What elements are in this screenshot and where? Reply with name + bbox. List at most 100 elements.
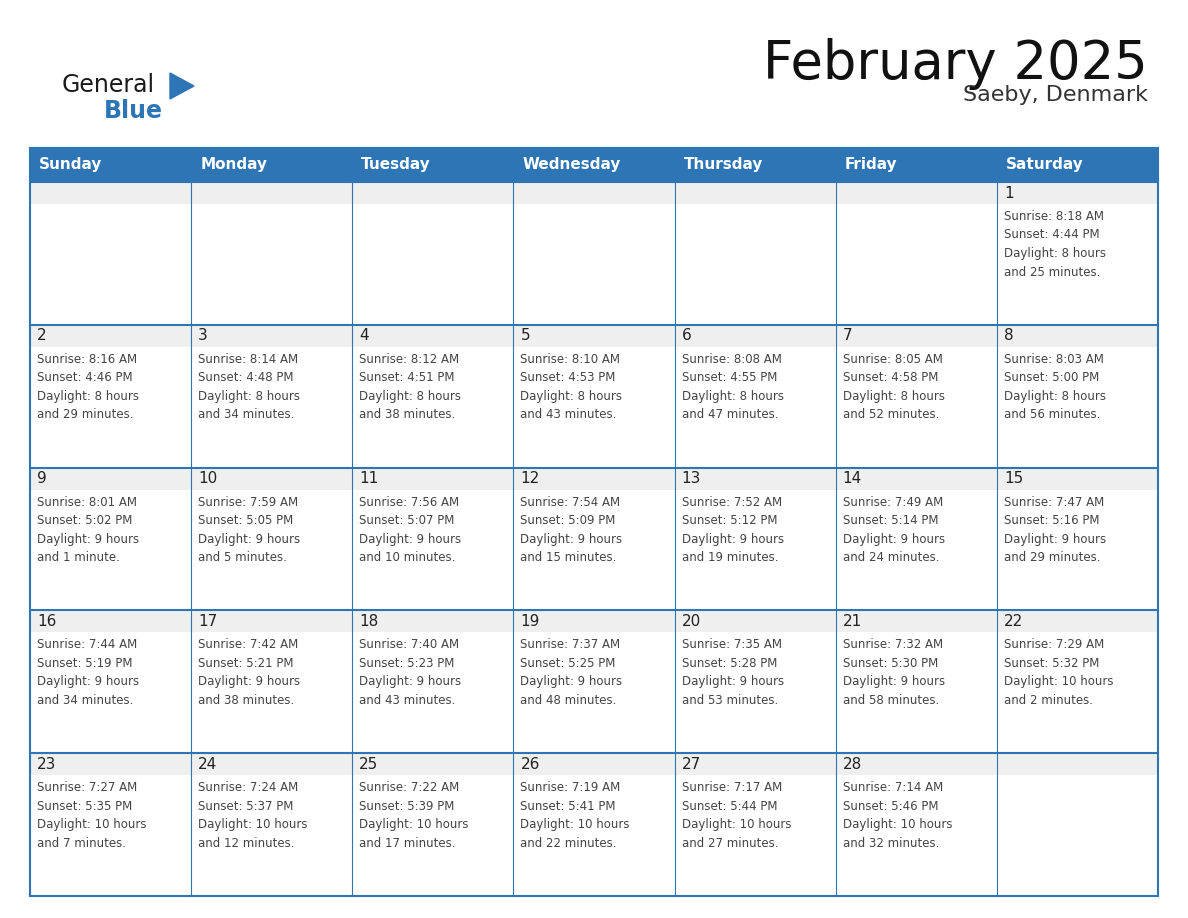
Text: Saturday: Saturday: [1006, 158, 1083, 173]
Bar: [353, 467, 513, 489]
Bar: [835, 633, 997, 753]
Text: Sunrise: 7:47 AM
Sunset: 5:16 PM
Daylight: 9 hours
and 29 minutes.: Sunrise: 7:47 AM Sunset: 5:16 PM Dayligh…: [1004, 496, 1106, 564]
Bar: [191, 182, 353, 204]
Text: 27: 27: [682, 756, 701, 772]
Text: 22: 22: [1004, 614, 1023, 629]
Bar: [835, 610, 997, 633]
Text: 14: 14: [842, 471, 862, 487]
Text: Tuesday: Tuesday: [361, 158, 431, 173]
Bar: [513, 467, 675, 489]
Text: Monday: Monday: [200, 158, 267, 173]
Bar: [997, 633, 1158, 753]
Text: 8: 8: [1004, 329, 1013, 343]
Text: Sunrise: 7:29 AM
Sunset: 5:32 PM
Daylight: 10 hours
and 2 minutes.: Sunrise: 7:29 AM Sunset: 5:32 PM Dayligh…: [1004, 638, 1113, 707]
Text: Sunrise: 8:16 AM
Sunset: 4:46 PM
Daylight: 8 hours
and 29 minutes.: Sunrise: 8:16 AM Sunset: 4:46 PM Dayligh…: [37, 353, 139, 421]
Text: 26: 26: [520, 756, 539, 772]
Bar: [30, 633, 191, 753]
Text: Sunday: Sunday: [39, 158, 102, 173]
Bar: [353, 633, 513, 753]
Bar: [675, 610, 835, 633]
Text: Sunrise: 7:35 AM
Sunset: 5:28 PM
Daylight: 9 hours
and 53 minutes.: Sunrise: 7:35 AM Sunset: 5:28 PM Dayligh…: [682, 638, 784, 707]
Text: 25: 25: [359, 756, 379, 772]
Text: Sunrise: 8:18 AM
Sunset: 4:44 PM
Daylight: 8 hours
and 25 minutes.: Sunrise: 8:18 AM Sunset: 4:44 PM Dayligh…: [1004, 210, 1106, 278]
Text: Sunrise: 7:49 AM
Sunset: 5:14 PM
Daylight: 9 hours
and 24 minutes.: Sunrise: 7:49 AM Sunset: 5:14 PM Dayligh…: [842, 496, 944, 564]
Bar: [30, 347, 191, 467]
Bar: [353, 325, 513, 347]
Bar: [675, 325, 835, 347]
Text: February 2025: February 2025: [763, 38, 1148, 90]
Text: Sunrise: 8:03 AM
Sunset: 5:00 PM
Daylight: 8 hours
and 56 minutes.: Sunrise: 8:03 AM Sunset: 5:00 PM Dayligh…: [1004, 353, 1106, 421]
Text: 9: 9: [37, 471, 46, 487]
Text: Sunrise: 8:05 AM
Sunset: 4:58 PM
Daylight: 8 hours
and 52 minutes.: Sunrise: 8:05 AM Sunset: 4:58 PM Dayligh…: [842, 353, 944, 421]
Bar: [191, 753, 353, 775]
Bar: [30, 325, 191, 347]
Text: Blue: Blue: [105, 99, 163, 123]
Bar: [675, 204, 835, 325]
Bar: [30, 204, 191, 325]
Bar: [835, 489, 997, 610]
Text: 6: 6: [682, 329, 691, 343]
Text: Sunrise: 7:56 AM
Sunset: 5:07 PM
Daylight: 9 hours
and 10 minutes.: Sunrise: 7:56 AM Sunset: 5:07 PM Dayligh…: [359, 496, 461, 564]
Bar: [835, 775, 997, 896]
Bar: [835, 347, 997, 467]
Text: 7: 7: [842, 329, 852, 343]
Bar: [30, 775, 191, 896]
Text: Sunrise: 7:42 AM
Sunset: 5:21 PM
Daylight: 9 hours
and 38 minutes.: Sunrise: 7:42 AM Sunset: 5:21 PM Dayligh…: [198, 638, 301, 707]
Text: Sunrise: 7:40 AM
Sunset: 5:23 PM
Daylight: 9 hours
and 43 minutes.: Sunrise: 7:40 AM Sunset: 5:23 PM Dayligh…: [359, 638, 461, 707]
Text: 24: 24: [198, 756, 217, 772]
Bar: [191, 467, 353, 489]
Text: Sunrise: 8:10 AM
Sunset: 4:53 PM
Daylight: 8 hours
and 43 minutes.: Sunrise: 8:10 AM Sunset: 4:53 PM Dayligh…: [520, 353, 623, 421]
Bar: [353, 347, 513, 467]
Text: Wednesday: Wednesday: [523, 158, 621, 173]
Text: Sunrise: 7:14 AM
Sunset: 5:46 PM
Daylight: 10 hours
and 32 minutes.: Sunrise: 7:14 AM Sunset: 5:46 PM Dayligh…: [842, 781, 953, 850]
Bar: [675, 347, 835, 467]
Text: 20: 20: [682, 614, 701, 629]
Bar: [513, 610, 675, 633]
Text: 10: 10: [198, 471, 217, 487]
Bar: [835, 182, 997, 204]
Bar: [191, 347, 353, 467]
Bar: [30, 753, 191, 775]
Bar: [30, 148, 1158, 182]
Text: Sunrise: 7:44 AM
Sunset: 5:19 PM
Daylight: 9 hours
and 34 minutes.: Sunrise: 7:44 AM Sunset: 5:19 PM Dayligh…: [37, 638, 139, 707]
Bar: [30, 467, 191, 489]
Text: Sunrise: 8:14 AM
Sunset: 4:48 PM
Daylight: 8 hours
and 34 minutes.: Sunrise: 8:14 AM Sunset: 4:48 PM Dayligh…: [198, 353, 301, 421]
Text: Sunrise: 7:27 AM
Sunset: 5:35 PM
Daylight: 10 hours
and 7 minutes.: Sunrise: 7:27 AM Sunset: 5:35 PM Dayligh…: [37, 781, 146, 850]
Bar: [997, 347, 1158, 467]
Bar: [30, 182, 191, 204]
Polygon shape: [170, 73, 194, 99]
Bar: [513, 489, 675, 610]
Bar: [997, 467, 1158, 489]
Text: 18: 18: [359, 614, 379, 629]
Bar: [353, 489, 513, 610]
Text: Sunrise: 8:01 AM
Sunset: 5:02 PM
Daylight: 9 hours
and 1 minute.: Sunrise: 8:01 AM Sunset: 5:02 PM Dayligh…: [37, 496, 139, 564]
Bar: [997, 325, 1158, 347]
Bar: [513, 753, 675, 775]
Bar: [353, 610, 513, 633]
Text: Sunrise: 7:54 AM
Sunset: 5:09 PM
Daylight: 9 hours
and 15 minutes.: Sunrise: 7:54 AM Sunset: 5:09 PM Dayligh…: [520, 496, 623, 564]
Bar: [513, 633, 675, 753]
Text: 3: 3: [198, 329, 208, 343]
Text: 23: 23: [37, 756, 56, 772]
Bar: [353, 204, 513, 325]
Text: 12: 12: [520, 471, 539, 487]
Text: 13: 13: [682, 471, 701, 487]
Bar: [191, 489, 353, 610]
Bar: [30, 489, 191, 610]
Bar: [513, 325, 675, 347]
Text: 15: 15: [1004, 471, 1023, 487]
Bar: [191, 775, 353, 896]
Text: 4: 4: [359, 329, 369, 343]
Bar: [191, 325, 353, 347]
Bar: [191, 633, 353, 753]
Text: Saeby, Denmark: Saeby, Denmark: [963, 85, 1148, 105]
Bar: [997, 610, 1158, 633]
Text: Sunrise: 7:52 AM
Sunset: 5:12 PM
Daylight: 9 hours
and 19 minutes.: Sunrise: 7:52 AM Sunset: 5:12 PM Dayligh…: [682, 496, 784, 564]
Bar: [675, 775, 835, 896]
Bar: [353, 775, 513, 896]
Text: Thursday: Thursday: [683, 158, 763, 173]
Bar: [675, 633, 835, 753]
Bar: [353, 753, 513, 775]
Text: 28: 28: [842, 756, 862, 772]
Bar: [30, 610, 191, 633]
